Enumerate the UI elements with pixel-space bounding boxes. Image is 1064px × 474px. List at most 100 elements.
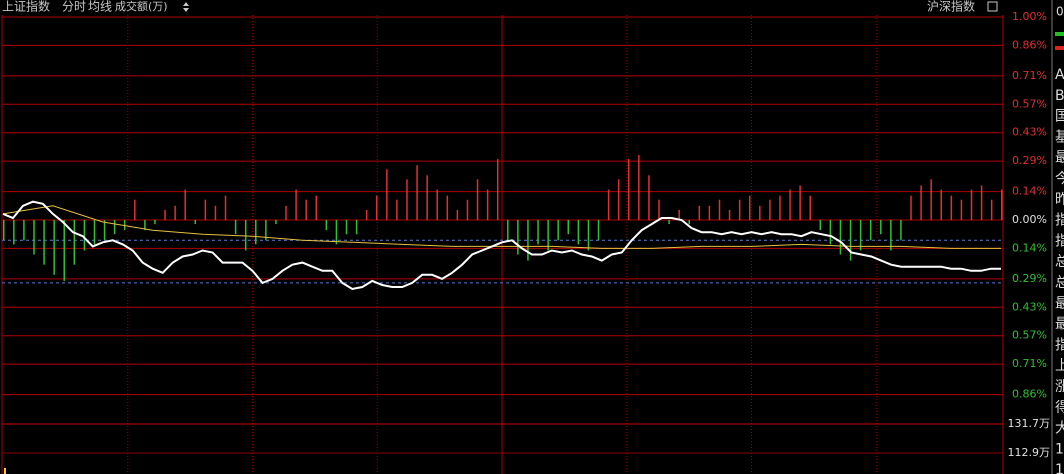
breadth-bar <box>295 189 297 220</box>
breadth-bar <box>507 220 509 241</box>
side-row: 国 <box>1055 109 1064 125</box>
tab[interactable]: 成交额(万) <box>115 0 168 13</box>
breadth-bar <box>628 159 630 220</box>
breadth-bar <box>13 220 15 245</box>
breadth-bar <box>164 209 166 220</box>
breadth-bar <box>920 185 922 220</box>
side-row: 1 <box>1055 462 1064 474</box>
side-row: 指 <box>1055 337 1064 353</box>
breadth-bar <box>255 220 257 245</box>
breadth-bar <box>265 220 267 241</box>
breadth-bar <box>396 199 398 220</box>
side-row: 1 <box>1055 441 1064 457</box>
index-switch[interactable]: 沪深指数 <box>927 0 975 14</box>
y-tick-label: 0.86% <box>1012 38 1047 51</box>
y-tick-label: 0.14% <box>1012 241 1047 254</box>
breadth-bar <box>517 220 519 255</box>
breadth-bar <box>174 205 176 220</box>
breadth-bar <box>527 220 529 261</box>
breadth-bar <box>496 159 499 220</box>
breadth-bar <box>940 189 943 220</box>
breadth-bar <box>275 220 277 225</box>
side-row: A <box>1055 67 1064 83</box>
breadth-bar <box>23 220 25 241</box>
breadth-bar <box>476 179 479 220</box>
volume-tick-label: 131.7万 <box>1008 417 1051 430</box>
breadth-bar <box>224 195 227 220</box>
breadth-bar <box>416 165 418 220</box>
breadth-bar <box>244 220 247 251</box>
breadth-bar <box>93 220 96 245</box>
breadth-bar <box>829 220 832 245</box>
breadth-bar <box>638 155 640 220</box>
breadth-bar <box>83 220 86 251</box>
tab[interactable]: 均线 <box>88 0 112 14</box>
breadth-bar <box>557 220 559 241</box>
side-row: 指 <box>1055 213 1064 229</box>
side-row: 最 <box>1055 296 1064 312</box>
breadth-bar <box>849 220 852 261</box>
side-row: B <box>1055 88 1064 104</box>
y-tick-label: 0.57% <box>1012 97 1047 110</box>
breadth-bar <box>668 220 670 225</box>
breadth-bar <box>738 199 741 220</box>
breadth-bar <box>73 220 76 265</box>
breadth-bar <box>1001 189 1003 220</box>
breadth-bar <box>728 209 731 220</box>
tab[interactable]: 分时 <box>62 0 86 14</box>
index-name[interactable]: 上证指数 <box>2 0 50 14</box>
y-tick-label: 0.29% <box>1012 272 1047 285</box>
breadth-bar <box>809 195 811 220</box>
breadth-bar <box>880 220 882 235</box>
breadth-bar <box>184 189 186 220</box>
side-row: 总 <box>1055 254 1064 270</box>
breadth-bar <box>3 220 5 241</box>
breadth-bar <box>214 205 217 220</box>
breadth-bar <box>799 185 801 220</box>
side-row: 最 <box>1055 150 1064 166</box>
breadth-bar <box>577 220 580 245</box>
y-tick-label: 0.86% <box>1012 388 1047 401</box>
breadth-bar <box>678 209 680 220</box>
breadth-bar <box>859 220 862 251</box>
breadth-bar <box>930 179 932 220</box>
breadth-bar <box>144 220 146 231</box>
toggle-icon[interactable] <box>183 2 189 12</box>
breadth-bar <box>386 169 388 220</box>
breadth-bar <box>617 179 620 220</box>
breadth-bar <box>315 195 318 220</box>
breadth-bar <box>789 189 791 220</box>
side-row: 涨 <box>1055 379 1064 395</box>
breadth-bar <box>466 199 469 220</box>
breadth-bar <box>779 195 781 220</box>
y-tick-label: 0.29% <box>1012 154 1047 167</box>
breadth-bar <box>769 199 771 220</box>
y-tick-label: 0.57% <box>1012 329 1047 342</box>
breadth-bar <box>63 220 65 281</box>
breadth-bar <box>597 220 600 241</box>
breadth-bar <box>688 220 690 225</box>
breadth-bar <box>375 195 378 220</box>
breadth-bar <box>134 199 136 220</box>
breadth-bar <box>194 220 197 225</box>
window-icon[interactable] <box>987 1 998 12</box>
breadth-bar <box>154 220 156 225</box>
breadth-bar <box>285 205 287 220</box>
breadth-bar <box>335 220 338 245</box>
breadth-bar <box>103 220 106 241</box>
breadth-bar <box>708 205 711 220</box>
side-top: 0 <box>1056 5 1064 19</box>
breadth-bar <box>759 205 761 220</box>
volume-tick-label: 112.9万 <box>1008 446 1051 459</box>
side-row: 基 <box>1055 128 1064 145</box>
side-row: 大 <box>1055 421 1064 437</box>
breadth-bar <box>839 220 842 255</box>
side-row: 最 <box>1055 317 1064 333</box>
breadth-bar <box>658 199 660 220</box>
side-icon <box>1055 32 1064 36</box>
breadth-bar <box>436 189 438 220</box>
breadth-bar <box>325 220 328 231</box>
